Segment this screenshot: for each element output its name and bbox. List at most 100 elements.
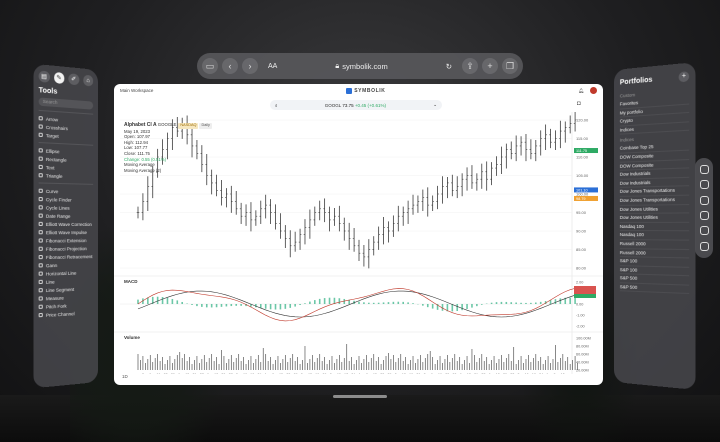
workspace-selector[interactable]: Main Workspace <box>120 88 154 93</box>
tool-label: Cycle Finder <box>45 196 72 203</box>
window-grabber[interactable] <box>333 395 387 398</box>
tools-search-input[interactable]: Search <box>38 97 94 110</box>
tool-group: Arrow Crosshairs Target <box>38 109 94 142</box>
date-tick-label: 21 <box>474 373 478 374</box>
tool-item[interactable]: Triangle <box>38 171 93 181</box>
date-tick-label: 3 <box>517 373 519 374</box>
symbol-change: +0.45 (+0.61%) <box>354 102 386 108</box>
chevron-down-icon[interactable]: ⌄ <box>433 102 437 107</box>
date-tick-label: 18 <box>250 373 254 374</box>
price-tick-label: 120.00 <box>576 118 589 123</box>
date-tick-label: 15 <box>561 373 565 374</box>
tool-item[interactable]: Price Channel <box>38 308 93 319</box>
last-price-tag-text: 111.75 <box>576 149 587 153</box>
symbol-ticker: GOOGL <box>324 102 342 108</box>
tool-label: Rectangle <box>45 156 67 163</box>
tool-label: Fibonacci Retracement <box>45 253 93 260</box>
draw-icon[interactable]: ✎ <box>53 71 65 85</box>
date-tick-label: 6 <box>489 373 491 374</box>
tool-item[interactable]: Date Range <box>38 211 93 219</box>
tool-icon <box>38 246 43 251</box>
back-button[interactable]: ‹ <box>222 58 238 74</box>
notes-icon[interactable] <box>699 226 709 236</box>
watchlist-icon[interactable] <box>699 165 709 175</box>
chart-area[interactable]: 120.00115.00110.00105.00100.0095.0090.00… <box>114 112 603 374</box>
symbol-info: Alphabet Cl A GOOGLE NASDAQ Daily May 19, … <box>124 122 212 173</box>
macd-tick-label: 2.00 <box>576 281 583 285</box>
portfolio-item[interactable]: Dow Jones Utilities <box>619 213 690 223</box>
reload-icon[interactable]: ↻ <box>445 61 452 71</box>
date-tick-label: 6 <box>460 373 462 374</box>
tool-group: Ellipse Rectangle Text Triangle <box>38 142 94 181</box>
date-tick-label: 2 <box>424 373 426 374</box>
date-tick-label: 15 <box>373 373 377 374</box>
date-tick-label: 1 <box>265 373 267 374</box>
settings-icon[interactable] <box>699 241 709 251</box>
date-tick-label: 23 <box>164 373 168 374</box>
tool-icon <box>38 173 43 178</box>
tool-icon <box>38 213 43 218</box>
date-tick-label: 9 <box>149 373 151 374</box>
home-icon[interactable]: ⌂ <box>82 74 94 87</box>
forward-button[interactable]: › <box>242 58 258 74</box>
tool-icon <box>38 238 43 243</box>
date-tick-label: 23 <box>445 373 449 374</box>
tool-label: Line Segment <box>45 286 75 293</box>
macd-tick-label: -1.00 <box>576 314 585 318</box>
address-bar[interactable]: AA 🔒︎ symbolik.com ↻ <box>262 58 458 74</box>
date-tick-label: 1 <box>546 373 548 374</box>
add-portfolio-button[interactable]: + <box>678 71 690 83</box>
date-tick-label: 6 <box>178 373 180 374</box>
symbol-search[interactable]: ⌕ GOOGL 73.75 +0.45 (+0.61%) ⌄ <box>270 100 442 110</box>
tool-icon <box>38 124 43 129</box>
share-button[interactable]: ⇪ <box>462 58 478 74</box>
tool-item[interactable]: Elliott Wave Correction <box>38 220 93 228</box>
volume-tick-label: 20.00M <box>576 369 589 373</box>
news-icon[interactable] <box>699 180 709 190</box>
portfolio-item[interactable]: S&P 500 <box>619 283 690 295</box>
date-tick-label: 30 <box>452 373 456 374</box>
tool-icon <box>38 156 43 161</box>
tool-label: Curve <box>45 188 59 194</box>
tool-label: Target <box>45 132 59 139</box>
macd-value-tag <box>574 290 596 294</box>
ma1-label[interactable]: Moving Average <box>124 162 155 168</box>
tabs-overview-button[interactable]: ❐ <box>502 58 518 74</box>
tool-item[interactable]: Target <box>38 131 93 142</box>
camera-icon[interactable]: ◘ <box>577 101 581 107</box>
macd-tick-label: 0.00 <box>576 303 583 307</box>
date-tick-label: 2 <box>142 373 144 374</box>
tool-label: Fibonacci Extension <box>45 237 87 244</box>
date-tick-label: 20 <box>221 373 225 374</box>
sidebar-icon[interactable]: ▭ <box>202 58 218 74</box>
alerts-icon[interactable] <box>699 195 709 205</box>
ma2-label[interactable]: Moving Average (2) <box>124 167 162 173</box>
date-tick-label: 19 <box>315 373 319 374</box>
layout-icon[interactable]: ▤ <box>38 70 50 83</box>
tool-icon <box>38 148 43 153</box>
ma-price-tag <box>574 187 598 193</box>
tool-icon <box>38 230 43 235</box>
side-icon-rail <box>695 158 713 258</box>
browser-toolbar: ▭ ‹ › AA 🔒︎ symbolik.com ↻ ⇪ + ❐ <box>197 53 523 79</box>
interval-selector[interactable]: 1D <box>122 374 128 379</box>
price-tick-label: 85.00 <box>576 247 587 252</box>
tool-icon <box>38 188 43 193</box>
main-window: Main Workspace SYMBOLIK 🔔︎ ⌕ GOOGL 73.75… <box>114 84 603 385</box>
new-tab-button[interactable]: + <box>482 58 498 74</box>
reader-aa-button[interactable]: AA <box>268 62 278 70</box>
date-tick-label: 27 <box>229 373 233 374</box>
date-tick-label: 24 <box>351 373 355 374</box>
volume-tick-label: 40.00M <box>576 361 589 365</box>
notifications-icon[interactable]: 🔔︎ <box>578 87 584 93</box>
macd-value-tag <box>574 294 596 298</box>
volume-tick-label: 60.00M <box>576 353 589 357</box>
avatar[interactable] <box>589 87 597 94</box>
tool-icon <box>38 221 43 226</box>
date-tick-label: 16 <box>156 373 160 374</box>
portfolios-title: Portfolios <box>619 75 653 86</box>
calendar-icon[interactable] <box>699 211 709 221</box>
edit-icon[interactable]: ✐ <box>68 73 79 86</box>
portfolio-item[interactable]: Nasdaq 100 <box>619 222 690 232</box>
tool-label: Line <box>45 278 55 285</box>
